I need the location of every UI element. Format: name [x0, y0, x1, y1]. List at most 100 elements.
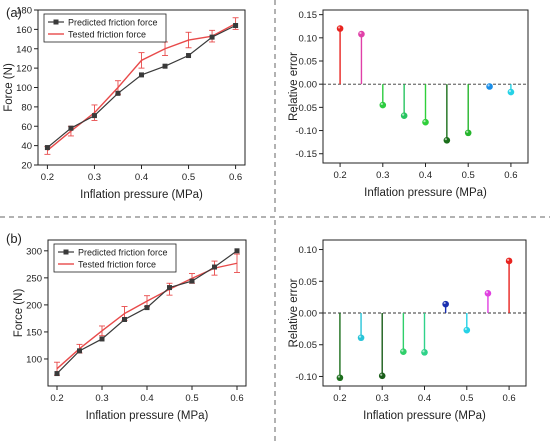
x-tick-label: 0.2 — [333, 170, 346, 181]
stem-marker — [378, 372, 386, 380]
y-tick-label: 200 — [26, 300, 42, 311]
y-tick-label: -0.05 — [295, 340, 317, 351]
x-tick-label: 0.3 — [376, 170, 389, 181]
force-chart-b: 0.2 0.3 0.4 0.5 0.6 100 150 200 250 300 Inflation … — [13, 239, 247, 422]
predicted-point — [233, 23, 239, 28]
y-tick-label: -0.15 — [295, 149, 317, 160]
relative-error-chart-b: 0.2 0.3 0.4 0.5 0.6 0.10 0.05 0.00 -0.05 -0.10 Inf… — [288, 239, 527, 422]
stem-marker — [464, 129, 472, 137]
x-tick-label: 0.3 — [88, 172, 101, 183]
y-tick-label: 300 — [26, 246, 42, 257]
x-tick-label: 0.5 — [185, 393, 198, 404]
stem-marker-highlight — [508, 89, 512, 93]
x-tick-label: 0.2 — [333, 393, 346, 404]
stem-marker-highlight — [337, 26, 341, 29]
stem-marker — [400, 112, 408, 120]
y-tick-label: 0.05 — [299, 57, 318, 68]
x-tick-label: 0.5 — [182, 172, 195, 183]
stem-marker-highlight — [358, 335, 362, 338]
x-axis-label: Inflation pressure (MPa) — [80, 189, 203, 201]
legend-box — [53, 243, 177, 273]
predicted-point — [91, 113, 97, 119]
stem-marker — [484, 290, 492, 297]
tested-series-line — [56, 262, 238, 370]
y-tick-label: 100 — [16, 83, 32, 94]
force-chart-a: 0.2 0.3 0.4 0.5 0.6 20 40 60 80 100 120 140 160 180 In… — [3, 6, 246, 201]
x-tick-label: 0.4 — [418, 393, 431, 404]
legend-predicted-marker — [53, 19, 59, 25]
legend-predicted-label: Predicted friction force — [78, 248, 168, 258]
predicted-point — [209, 34, 215, 40]
y-tick-label: 160 — [16, 25, 32, 36]
y-tick-label: -0.10 — [295, 372, 317, 383]
predicted-point — [54, 371, 60, 377]
x-tick-label: 0.5 — [462, 170, 475, 181]
stem-marker-highlight — [487, 84, 490, 87]
x-axis-label: Inflation pressure (MPa) — [86, 410, 209, 422]
y-tick-label: 0.10 — [299, 245, 318, 256]
predicted-point — [77, 348, 82, 354]
predicted-point — [139, 72, 144, 78]
y-tick-label: 0.00 — [299, 309, 318, 320]
stem-marker — [422, 118, 429, 126]
panel-label-a: (a) — [6, 5, 22, 20]
y-tick-label: 0.00 — [299, 80, 318, 91]
y-tick-label: 20 — [21, 161, 32, 172]
legend-predicted-label: Predicted friction force — [68, 18, 158, 28]
stem-marker-highlight — [401, 349, 404, 352]
predicted-point — [162, 63, 168, 69]
stem-marker — [442, 300, 449, 308]
y-tick-label: 180 — [16, 6, 32, 17]
stem-marker-highlight — [380, 102, 383, 106]
x-tick-label: 0.6 — [504, 170, 517, 181]
y-tick-label: 140 — [16, 44, 32, 55]
y-tick-label: 120 — [16, 64, 32, 75]
stem-marker-highlight — [464, 327, 467, 331]
panel-label-b: (b) — [6, 231, 22, 246]
stem-marker — [443, 136, 451, 144]
tested-series-line — [46, 22, 236, 152]
predicted-point — [44, 145, 50, 151]
legend-predicted-marker — [63, 249, 69, 255]
y-tick-label: 40 — [21, 141, 32, 152]
stem-marker-highlight — [422, 350, 425, 353]
y-tick-label: 60 — [21, 122, 32, 133]
x-tick-label: 0.2 — [41, 172, 54, 183]
stem-marker-highlight — [423, 120, 426, 123]
x-tick-label: 0.4 — [419, 170, 432, 181]
x-tick-label: 0.3 — [376, 393, 389, 404]
y-axis-label: Relative error — [288, 52, 300, 121]
x-tick-label: 0.3 — [95, 393, 108, 404]
stem-marker-highlight — [402, 113, 405, 116]
y-axis-label: Relative error — [288, 278, 300, 347]
stem-marker-highlight — [359, 31, 362, 35]
y-tick-label: -0.05 — [295, 103, 317, 114]
predicted-point — [234, 248, 240, 254]
predicted-point — [186, 53, 192, 59]
legend-box — [43, 13, 167, 43]
predicted-point — [115, 90, 121, 96]
predicted-series-line — [47, 24, 236, 149]
stem-marker-highlight — [485, 291, 489, 294]
stem-marker-highlight — [444, 138, 447, 141]
x-axis-label: Inflation pressure (MPa) — [364, 187, 487, 199]
x-tick-label: 0.2 — [50, 393, 63, 404]
y-tick-label: 0.10 — [299, 33, 318, 44]
y-tick-label: 250 — [26, 273, 42, 284]
stem-marker — [421, 349, 428, 356]
x-tick-label: 0.6 — [502, 393, 515, 404]
y-axis-label: Force (N) — [13, 289, 25, 338]
y-tick-label: 100 — [26, 354, 42, 365]
y-axis-label: Force (N) — [3, 63, 15, 112]
stem-marker — [505, 257, 513, 265]
y-tick-label: -0.10 — [295, 126, 317, 137]
x-tick-label: 0.6 — [230, 393, 243, 404]
stem-marker-highlight — [337, 375, 341, 378]
y-tick-label: 80 — [21, 102, 32, 113]
predicted-point — [189, 278, 195, 284]
x-tick-label: 0.5 — [460, 393, 473, 404]
predicted-point — [167, 285, 172, 291]
stem-marker-highlight — [443, 301, 446, 305]
y-tick-label: 150 — [26, 327, 42, 338]
stem-marker — [463, 326, 471, 334]
